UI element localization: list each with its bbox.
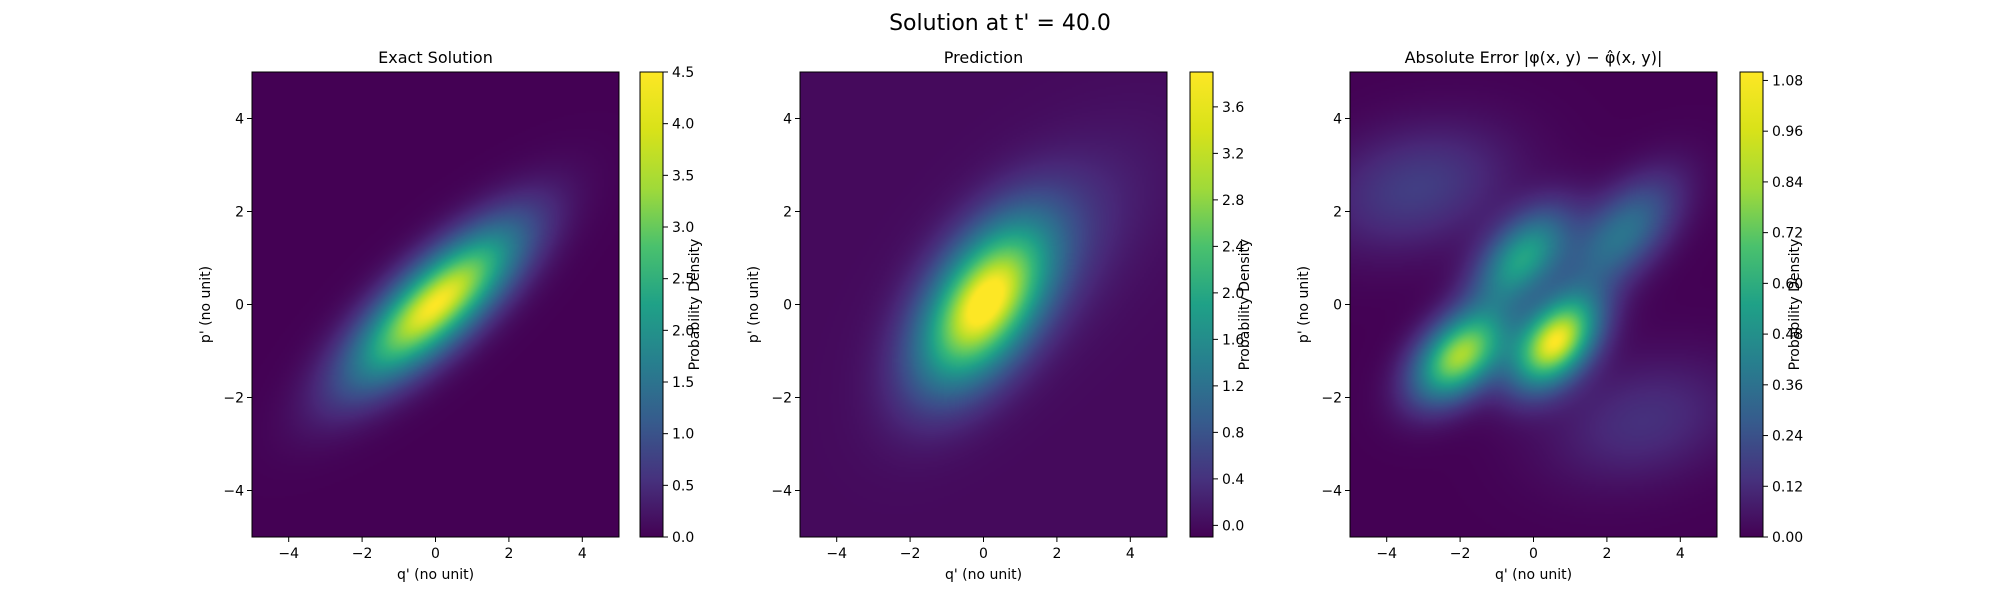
y-tick-label: 0 xyxy=(1333,298,1342,314)
x-tick-label: 0 xyxy=(431,546,440,562)
colorbar xyxy=(1189,71,1214,538)
figure-suptitle: Solution at t' = 40.0 xyxy=(889,11,1111,36)
y-tick-label: −2 xyxy=(223,391,244,407)
y-tick-label: −2 xyxy=(771,391,792,407)
y-tick-label: 4 xyxy=(783,112,792,128)
y-tick-label: −4 xyxy=(771,484,792,500)
y-tick-label: 2 xyxy=(783,205,792,221)
y-tick-label: 0 xyxy=(235,298,244,314)
colorbar-tick-label: 3.2 xyxy=(1222,146,1244,162)
x-tick-label: 2 xyxy=(504,546,513,562)
colorbar-tick-label: 4.0 xyxy=(672,117,694,133)
heatmap-image xyxy=(1350,72,1717,537)
colorbar-tick-label: 4.5 xyxy=(672,65,694,81)
colorbar-tick-label: 2.0 xyxy=(672,323,694,339)
y-tick-label: −2 xyxy=(1321,391,1342,407)
x-axis-label: q' (no unit) xyxy=(945,567,1022,583)
x-tick-label: 2 xyxy=(1052,546,1061,562)
y-tick-label: −4 xyxy=(1321,484,1342,500)
colorbar xyxy=(1739,71,1764,538)
colorbar-tick-label: 2.4 xyxy=(1222,239,1244,255)
y-tick-label: −4 xyxy=(223,484,244,500)
y-tick-label: 0 xyxy=(783,298,792,314)
colorbar-tick-label: 0.24 xyxy=(1772,429,1803,445)
x-tick-label: 4 xyxy=(1676,546,1685,562)
heatmap-panel-2: Prediction −4 −4 −2 −2 0 0 2 2 4 4 q' (no unit) p' (… xyxy=(746,48,1253,583)
colorbar-tick-label: 0.96 xyxy=(1772,124,1803,140)
y-tick-label: 2 xyxy=(235,205,244,221)
colorbar-tick-label: 0.12 xyxy=(1772,479,1803,495)
x-tick-label: −2 xyxy=(1450,546,1471,562)
colorbar-label: Probability Density xyxy=(1787,239,1803,371)
colorbar-tick-label: 0.0 xyxy=(672,530,694,546)
colorbar-tick-label: 0.00 xyxy=(1772,530,1803,546)
heatmap-panel-3: Absolute Error |φ(x, y) − φ̂(x, y)| −4 −4 −… xyxy=(1296,48,1803,583)
colorbar-tick-label: 3.0 xyxy=(672,220,694,236)
colorbar-tick-label: 0.0 xyxy=(1222,518,1244,534)
colorbar-label: Probability Density xyxy=(1237,239,1253,371)
x-tick-label: 2 xyxy=(1602,546,1611,562)
x-tick-label: 0 xyxy=(1529,546,1538,562)
colorbar-tick-label: 0.48 xyxy=(1772,327,1803,343)
colorbar-tick-label: 2.0 xyxy=(1222,286,1244,302)
colorbar-tick-label: 0.60 xyxy=(1772,276,1803,292)
panel-title: Absolute Error |φ(x, y) − φ̂(x, y)| xyxy=(1405,48,1663,67)
x-tick-label: −2 xyxy=(900,546,921,562)
colorbar-tick-label: 0.84 xyxy=(1772,175,1803,191)
y-axis-label: p' (no unit) xyxy=(198,266,214,343)
x-tick-label: 4 xyxy=(1126,546,1135,562)
colorbar-tick-label: 1.2 xyxy=(1222,379,1244,395)
x-axis-label: q' (no unit) xyxy=(1495,567,1572,583)
heatmap-panel-1: Exact Solution −4 −4 −2 −2 0 0 2 2 4 4 q' (no unit)… xyxy=(198,48,703,583)
x-tick-label: −4 xyxy=(1376,546,1397,562)
colorbar-tick-label: 2.8 xyxy=(1222,193,1244,209)
y-tick-label: 4 xyxy=(235,112,244,128)
panel-title: Exact Solution xyxy=(378,48,493,67)
heatmap-image xyxy=(252,72,619,537)
colorbar-tick-label: 0.72 xyxy=(1772,226,1803,242)
x-tick-label: 0 xyxy=(979,546,988,562)
heatmap-image xyxy=(800,72,1167,537)
y-tick-label: 2 xyxy=(1333,205,1342,221)
colorbar-tick-label: 0.4 xyxy=(1222,472,1244,488)
colorbar xyxy=(639,71,664,538)
y-axis-label: p' (no unit) xyxy=(1296,266,1312,343)
colorbar-tick-label: 2.5 xyxy=(672,272,694,288)
colorbar-tick-label: 0.5 xyxy=(672,478,694,494)
colorbar-tick-label: 1.08 xyxy=(1772,73,1803,89)
y-axis-label: p' (no unit) xyxy=(746,266,762,343)
colorbar-tick-label: 1.0 xyxy=(672,427,694,443)
y-tick-label: 4 xyxy=(1333,112,1342,128)
colorbar-tick-label: 0.8 xyxy=(1222,425,1244,441)
colorbar-tick-label: 1.5 xyxy=(672,375,694,391)
x-tick-label: −4 xyxy=(826,546,847,562)
colorbar-tick-label: 3.6 xyxy=(1222,100,1244,116)
colorbar-tick-label: 3.5 xyxy=(672,168,694,184)
x-tick-label: −4 xyxy=(278,546,299,562)
colorbar-label: Probability Density xyxy=(687,239,703,371)
x-tick-label: −2 xyxy=(352,546,373,562)
colorbar-tick-label: 0.36 xyxy=(1772,378,1803,394)
colorbar-tick-label: 1.6 xyxy=(1222,332,1244,348)
x-tick-label: 4 xyxy=(578,546,587,562)
panel-title: Prediction xyxy=(944,48,1023,67)
x-axis-label: q' (no unit) xyxy=(397,567,474,583)
